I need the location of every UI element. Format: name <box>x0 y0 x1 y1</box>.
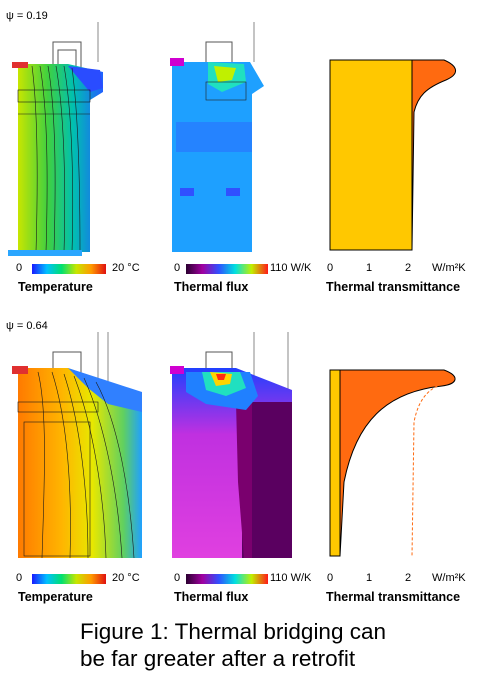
temperature-plot <box>12 22 103 253</box>
transmittance-tick: 0 <box>327 572 334 584</box>
transmittance-tick: 1 <box>366 262 373 274</box>
temperature-title: Temperature <box>18 590 93 604</box>
flux-scale-max: 110 W/K <box>270 262 312 274</box>
transmittance-plot <box>329 59 456 251</box>
temperature-color-scale <box>32 264 106 274</box>
temperature-scale-min: 0 <box>16 262 23 274</box>
thermal-flux-plot <box>170 332 292 558</box>
temperature-scale-max: 20 °C <box>112 572 140 584</box>
flux-title: Thermal flux <box>174 590 249 604</box>
flux-color-scale <box>186 574 268 584</box>
transmittance-title: Thermal transmittance <box>326 590 461 604</box>
figure-caption-line2: be far greater after a retrofit <box>80 646 356 671</box>
transmittance-unit: W/m²K <box>432 262 466 274</box>
temperature-scale-min: 0 <box>16 572 23 584</box>
transmittance-title: Thermal transmittance <box>326 280 461 294</box>
figure-caption-line1: Figure 1: Thermal bridging can <box>80 619 386 644</box>
flux-scale-max: 110 W/K <box>270 572 312 584</box>
psi-label: ψ = 0.19 <box>6 10 48 22</box>
transmittance-tick: 2 <box>405 262 412 274</box>
transmittance-plot <box>329 369 456 557</box>
temperature-plot <box>12 332 142 559</box>
temperature-scale-max: 20 °C <box>112 262 140 274</box>
flux-scale-min: 0 <box>174 262 181 274</box>
transmittance-tick: 2 <box>405 572 412 584</box>
flux-title: Thermal flux <box>174 280 249 294</box>
transmittance-tick: 1 <box>366 572 373 584</box>
psi-label: ψ = 0.64 <box>6 320 48 332</box>
transmittance-unit: W/m²K <box>432 572 466 584</box>
thermal-flux-plot <box>170 22 264 252</box>
temperature-title: Temperature <box>18 280 93 294</box>
flux-color-scale <box>186 264 268 274</box>
flux-scale-min: 0 <box>174 572 181 584</box>
transmittance-tick: 0 <box>327 262 334 274</box>
temperature-color-scale <box>32 574 106 584</box>
